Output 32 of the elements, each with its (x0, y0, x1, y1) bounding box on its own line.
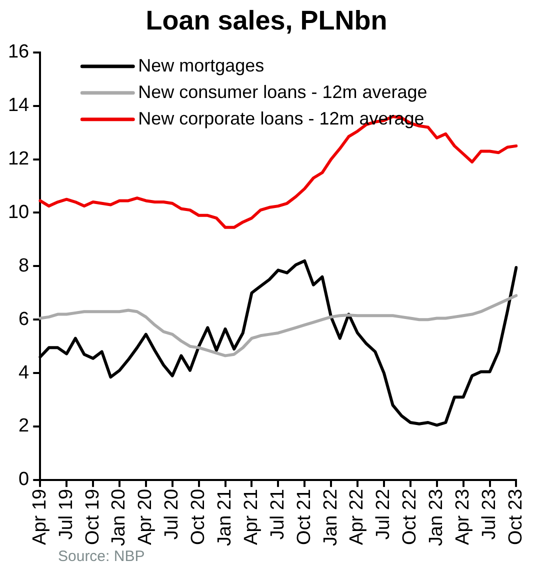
x-tick-label: Apr 23 (452, 488, 474, 545)
x-tick-label: Jul 23 (478, 488, 500, 540)
x-tick-label: Jan 22 (320, 488, 342, 546)
y-tick-label: 6 (18, 308, 30, 330)
x-tick-label: Jul 20 (162, 488, 183, 540)
x-tick-label: Apr 22 (346, 488, 368, 545)
x-tick-label: Jan 21 (214, 488, 236, 546)
x-tick-label: Apr 20 (135, 488, 156, 545)
source-note: Source: NBP (58, 548, 145, 565)
legend-label: New mortgages (138, 55, 264, 76)
chart-title: Loan sales, PLNbn (146, 6, 388, 36)
x-tick-label: Jan 20 (108, 488, 130, 546)
x-tick-label: Oct 19 (82, 488, 104, 545)
y-tick-label: 0 (18, 469, 30, 490)
y-tick-label: 16 (8, 42, 30, 63)
x-tick-label: Oct 20 (188, 488, 210, 545)
x-tick-label: Oct 23 (505, 488, 526, 545)
y-tick-label: 8 (18, 255, 30, 276)
x-tick-label: Apr 21 (240, 488, 262, 545)
x-tick-label: Apr 19 (29, 488, 50, 545)
x-tick-label: Oct 22 (400, 488, 421, 545)
legend-label: New consumer loans - 12m average (138, 82, 428, 102)
y-tick-label: 10 (8, 202, 30, 223)
x-tick-label: Jul 21 (267, 488, 288, 540)
x-tick-label: Jul 22 (373, 488, 394, 540)
y-tick-label: 14 (8, 95, 30, 116)
x-tick-label: Oct 21 (294, 488, 315, 545)
x-tick-label: Jul 19 (56, 488, 77, 540)
y-tick-label: 4 (18, 362, 30, 384)
y-tick-label: 2 (18, 416, 30, 437)
x-tick-label: Jan 23 (426, 488, 448, 546)
y-tick-label: 12 (8, 148, 30, 170)
